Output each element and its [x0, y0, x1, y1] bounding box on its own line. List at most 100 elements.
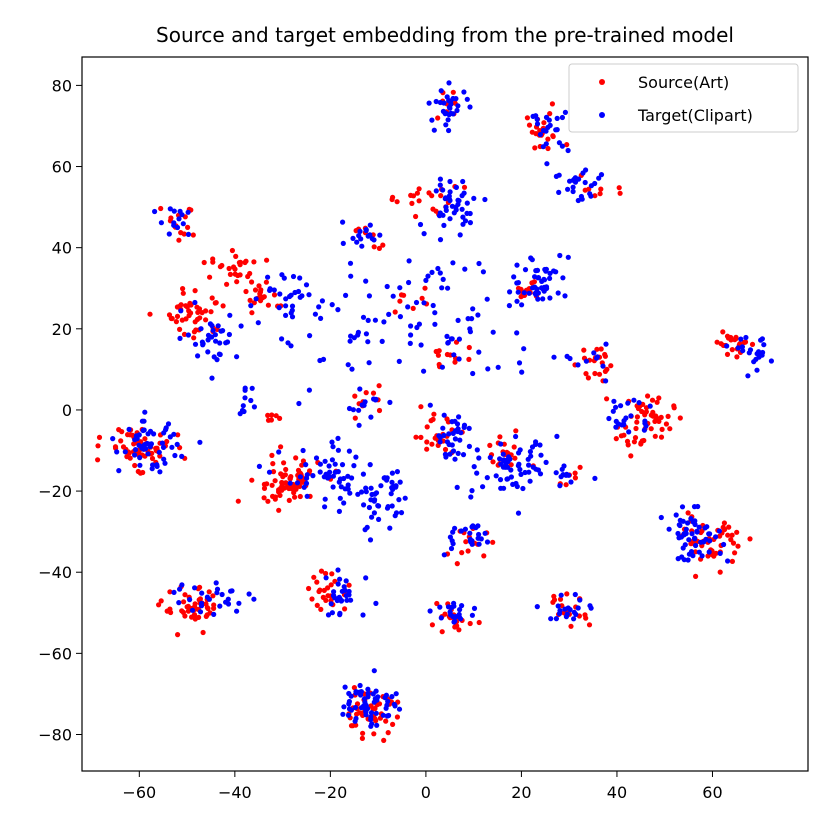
target-point [180, 221, 186, 227]
source-point [376, 407, 383, 414]
source-point [234, 279, 240, 285]
target-point [677, 517, 683, 523]
source-point [547, 111, 553, 117]
source-point [167, 589, 173, 595]
target-point [421, 231, 427, 237]
source-point [268, 417, 274, 423]
target-point [418, 342, 424, 348]
target-point [126, 426, 132, 432]
source-point [132, 462, 138, 469]
target-point [366, 293, 372, 299]
target-point [507, 289, 513, 295]
target-point [192, 299, 198, 306]
source-point [717, 569, 723, 575]
source-point [628, 453, 634, 459]
target-point [433, 98, 439, 105]
target-point [368, 414, 374, 420]
source-point [639, 438, 645, 444]
source-point [598, 346, 604, 352]
target-point [451, 352, 457, 358]
target-point [330, 444, 336, 450]
target-point [396, 497, 402, 503]
source-point [314, 579, 320, 585]
source-point [353, 722, 359, 728]
target-point [603, 378, 609, 384]
target-point [658, 514, 664, 521]
source-point [271, 292, 278, 298]
target-point [478, 536, 484, 542]
x-tick-label: 40 [607, 783, 627, 802]
target-point [457, 232, 463, 238]
target-point [205, 349, 211, 355]
target-point [299, 293, 305, 299]
target-point [337, 576, 343, 582]
target-point [376, 516, 382, 523]
source-point [435, 352, 441, 358]
target-point [437, 210, 443, 216]
target-point [360, 471, 366, 477]
target-point [457, 437, 463, 443]
target-point [721, 541, 727, 548]
source-point [532, 145, 538, 151]
source-point [351, 685, 357, 691]
source-point [217, 264, 223, 270]
target-point [142, 409, 148, 415]
source-point [409, 200, 415, 206]
source-point [410, 305, 416, 311]
target-point [310, 473, 316, 479]
target-point [369, 721, 375, 727]
target-point [526, 462, 532, 468]
target-point [480, 269, 486, 275]
target-point [350, 235, 356, 241]
source-point [526, 122, 533, 128]
target-point [209, 323, 215, 329]
source-point [182, 592, 188, 598]
target-point [358, 705, 364, 711]
source-point [454, 561, 460, 567]
source-point [444, 351, 450, 358]
source-point [656, 395, 662, 401]
source-point [551, 593, 557, 599]
target-point [267, 286, 273, 292]
target-point [559, 114, 566, 121]
source-point [287, 475, 293, 481]
target-point [271, 287, 277, 293]
source-point [280, 474, 286, 480]
source-point [227, 271, 233, 277]
source-point [329, 571, 335, 577]
target-point [312, 311, 318, 317]
x-tick-label: 20 [511, 783, 531, 802]
target-point [366, 504, 372, 511]
source-point [652, 433, 658, 439]
target-point [514, 330, 520, 336]
target-point [322, 458, 328, 464]
target-point [345, 482, 351, 488]
target-point [527, 449, 534, 455]
target-point [441, 222, 447, 228]
target-point [442, 196, 448, 202]
source-point [281, 460, 287, 466]
target-point [251, 404, 257, 410]
target-point [179, 453, 185, 459]
source-point [450, 89, 456, 95]
target-point [571, 616, 577, 622]
target-point [306, 292, 312, 298]
source-point [265, 302, 271, 308]
target-point [246, 591, 252, 597]
target-point [450, 448, 457, 454]
source-point [665, 413, 671, 419]
source-point [414, 190, 420, 196]
target-point [365, 233, 371, 239]
source-point [249, 477, 255, 483]
source-point [201, 259, 207, 266]
target-point [158, 220, 164, 226]
target-point [485, 366, 491, 372]
target-point [406, 279, 412, 286]
legend-marker [599, 79, 605, 85]
target-point [248, 303, 254, 309]
target-point [454, 484, 460, 490]
target-point [198, 326, 204, 332]
target-point [389, 470, 395, 476]
target-point [251, 596, 257, 602]
target-point [141, 418, 147, 424]
